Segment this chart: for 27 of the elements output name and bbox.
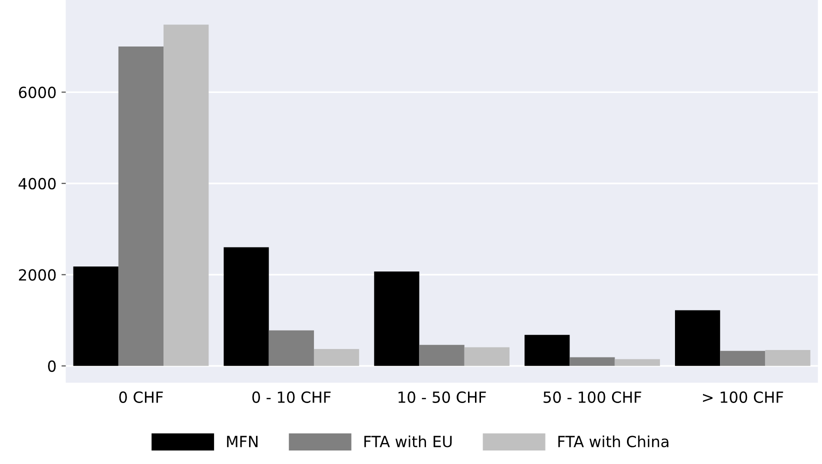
- bar: [224, 247, 269, 366]
- y-tick-label: 6000: [18, 86, 56, 98]
- bar: [374, 271, 420, 366]
- bar: [674, 310, 720, 366]
- bar: [419, 344, 464, 366]
- bar: [164, 24, 209, 366]
- bar: [464, 347, 510, 366]
- bar: [118, 46, 164, 366]
- bar: [570, 357, 615, 366]
- x-tick-label: 0 CHF: [119, 391, 163, 403]
- bar: [720, 350, 766, 366]
- y-tick-label: 4000: [18, 178, 56, 190]
- x-tick-label: 10 - 50 CHF: [398, 391, 486, 403]
- legend-label: MFN: [227, 436, 258, 448]
- x-tick-label: 50 - 100 CHF: [544, 391, 642, 403]
- y-tick-label: 2000: [18, 269, 56, 281]
- bar: [314, 349, 360, 366]
- bar: [614, 359, 660, 366]
- legend-label: FTA with EU: [364, 435, 452, 448]
- bar: [268, 330, 314, 366]
- bar: [765, 350, 810, 366]
- y-tick-label: 0: [48, 360, 56, 372]
- bar: [73, 266, 118, 366]
- x-tick-label: > 100 CHF: [702, 391, 784, 403]
- bar: [524, 334, 570, 366]
- x-tick-label: 0 - 10 CHF: [252, 391, 331, 403]
- legend-label: FTA with China: [558, 435, 668, 448]
